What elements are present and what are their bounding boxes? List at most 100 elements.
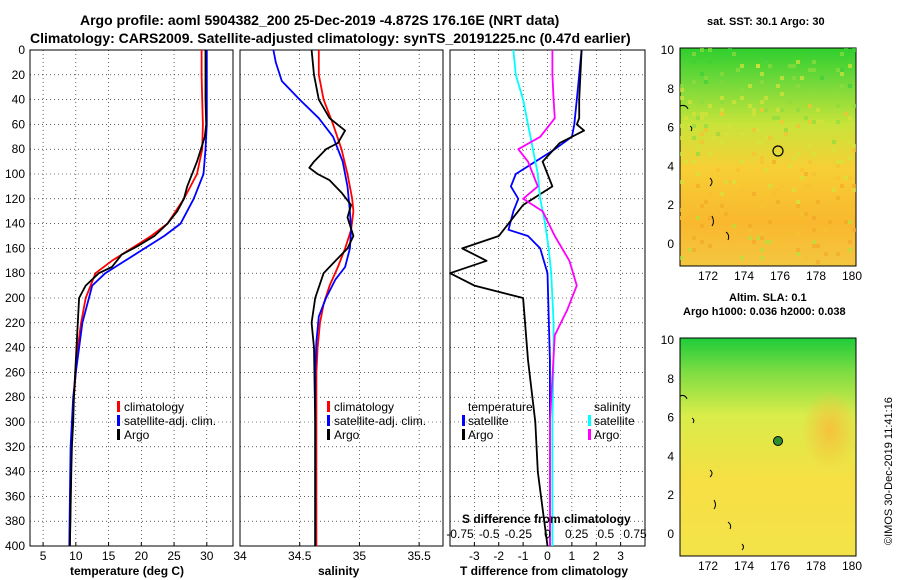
sst-pixel xyxy=(824,228,828,232)
legend-label-argo: Argo xyxy=(334,428,360,442)
sst-pixel xyxy=(796,124,800,128)
sst-pixel xyxy=(812,60,816,64)
sst-pixel xyxy=(704,128,708,132)
sst-pixel xyxy=(796,108,800,112)
sst-pixel xyxy=(732,100,736,104)
legend-label-s-satellite: satellite xyxy=(594,414,635,428)
sst-pixel xyxy=(828,220,832,224)
difference-series xyxy=(449,49,585,547)
map-x-tick: 176 xyxy=(770,559,790,573)
sst-pixel xyxy=(708,48,712,52)
legend-title-salinity: salinity xyxy=(594,400,631,414)
sst-pixel xyxy=(752,112,756,116)
sst-pixel xyxy=(792,188,796,192)
sst-pixel xyxy=(736,168,740,172)
sst-pixel xyxy=(816,244,820,248)
map-y-tick: 10 xyxy=(661,43,675,57)
x-tick-label: 34 xyxy=(233,549,247,563)
map-x-tick: 174 xyxy=(734,269,754,283)
sst-pixel xyxy=(780,76,784,80)
sst-pixel xyxy=(692,136,696,140)
depth-tick-label: 180 xyxy=(5,266,25,280)
sst-pixel xyxy=(708,192,712,196)
sst-pixel xyxy=(780,184,784,188)
sst-pixel xyxy=(808,160,812,164)
sla-map-ticks: 172 174 176 178 180 10 8 6 4 2 0 xyxy=(661,333,863,573)
sst-pixel xyxy=(804,172,808,176)
sst-pixel xyxy=(760,160,764,164)
depth-tick-label: 160 xyxy=(5,241,25,255)
sst-pixel xyxy=(720,192,724,196)
legend-swatch-s-argo xyxy=(588,429,591,440)
difference-xlabel: T difference from climatology xyxy=(460,564,628,578)
sst-pixel xyxy=(752,152,756,156)
map-y-tick: 0 xyxy=(667,527,674,541)
sst-pixel xyxy=(848,248,852,252)
salinity-legend: climatology satellite-adj. clim. Argo xyxy=(327,400,426,442)
sst-pixel xyxy=(852,144,856,148)
sst-pixel xyxy=(792,64,796,68)
sst-pixel xyxy=(708,104,712,108)
map-x-tick: 178 xyxy=(806,559,826,573)
sst-pixel xyxy=(740,64,744,68)
sst-pixel xyxy=(720,208,724,212)
sst-pixel xyxy=(752,240,756,244)
sst-pixel xyxy=(848,116,852,120)
sst-pixel xyxy=(704,76,708,80)
depth-tick-label: 40 xyxy=(12,93,26,107)
legend-label-satellite: satellite-adj. clim. xyxy=(334,414,426,428)
sst-pixel xyxy=(756,128,760,132)
sst-pixel xyxy=(764,240,768,244)
sst-pixel xyxy=(796,200,800,204)
sst-pixel xyxy=(768,64,772,68)
sst-pixel xyxy=(728,180,732,184)
sst-pixel xyxy=(720,204,724,208)
map-y-tick: 2 xyxy=(667,198,674,212)
sst-pixel xyxy=(796,232,800,236)
sst-pixel xyxy=(696,204,700,208)
depth-tick-label: 120 xyxy=(5,192,25,206)
sst-pixel xyxy=(692,124,696,128)
sst-pixel xyxy=(832,140,836,144)
sst-pixel xyxy=(840,72,844,76)
sst-pixel xyxy=(692,112,696,116)
temperature-x-ticks: 5 10 15 20 25 30 xyxy=(40,542,214,563)
sst-pixel xyxy=(768,220,772,224)
sst-pixel xyxy=(696,116,700,120)
x-tick-label: 5 xyxy=(40,549,47,563)
sst-pixel xyxy=(760,232,764,236)
depth-tick-label: 20 xyxy=(12,68,26,82)
sst-pixel xyxy=(720,56,724,60)
temperature-series xyxy=(68,50,208,547)
sst-pixel xyxy=(724,132,728,136)
sst-pixel xyxy=(756,140,760,144)
x-tick-label: 35 xyxy=(353,549,367,563)
sst-pixel xyxy=(696,144,700,148)
sst-pixel xyxy=(788,100,792,104)
sst-pixel xyxy=(712,136,716,140)
depth-tick-label: 200 xyxy=(5,291,25,305)
series-s-argo xyxy=(517,50,578,546)
sst-pixel xyxy=(752,192,756,196)
depth-tick-label: 240 xyxy=(5,341,25,355)
sst-pixel xyxy=(680,136,684,140)
sst-pixel xyxy=(716,168,720,172)
sst-pixel xyxy=(748,224,752,228)
sst-pixel xyxy=(708,216,712,220)
x-tick-label: -3 xyxy=(469,549,480,563)
sst-pixel xyxy=(848,64,852,68)
s-diff-tick-label: 0.25 xyxy=(565,527,589,541)
sst-pixel xyxy=(720,112,724,116)
series-argo xyxy=(308,49,355,546)
depth-tick-label: 140 xyxy=(5,217,25,231)
sst-pixel xyxy=(840,52,844,56)
sst-pixel xyxy=(724,180,728,184)
sst-pixel xyxy=(840,184,844,188)
sst-pixel xyxy=(700,72,704,76)
s-difference-label: S difference from climatology xyxy=(462,512,631,526)
sst-pixel xyxy=(700,112,704,116)
x-tick-label: 34.5 xyxy=(288,549,312,563)
sst-pixel xyxy=(800,76,804,80)
depth-tick-label: 280 xyxy=(5,390,25,404)
sst-pixel xyxy=(804,212,808,216)
